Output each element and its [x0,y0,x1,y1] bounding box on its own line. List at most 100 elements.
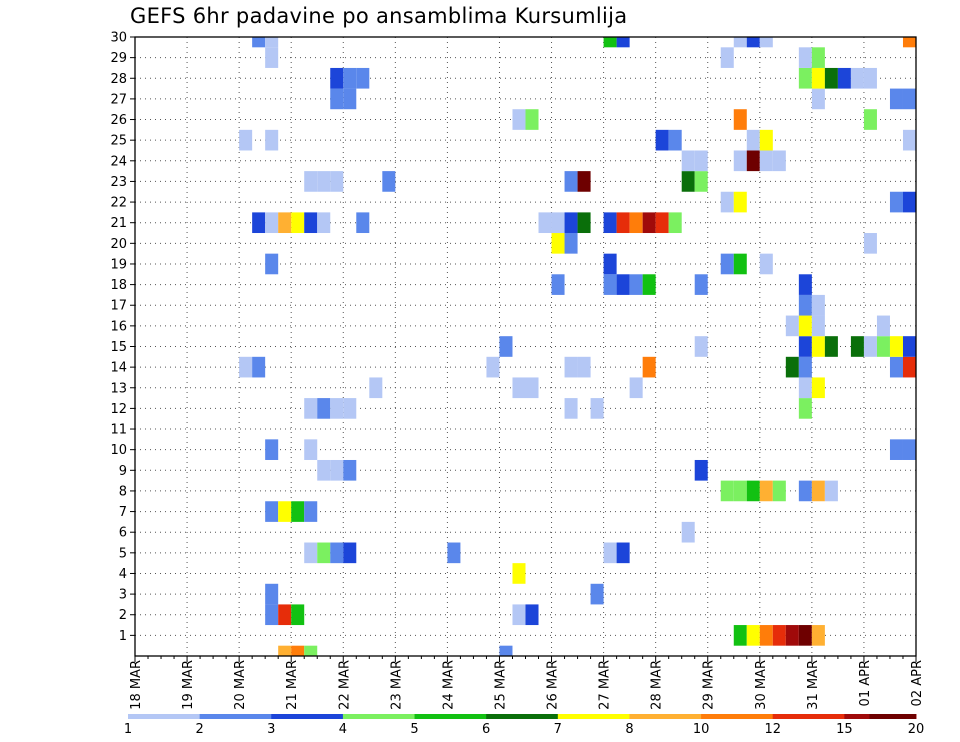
y-tick-label: 2 [119,608,127,623]
heatmap-cell [902,88,916,110]
y-tick-label: 25 [110,134,127,149]
y-tick-label: 23 [110,175,127,190]
heatmap-cell [902,191,916,213]
heatmap-cell [811,88,825,110]
heatmap-cell [811,294,825,316]
heatmap-cell [642,356,656,378]
heatmap-cell [902,439,916,460]
heatmap-cell [642,212,656,234]
heatmap-cell [746,129,760,151]
heatmap-cell [512,604,526,626]
heatmap-cell [564,212,578,234]
heatmap-cell [590,398,604,419]
heatmap-cell [811,377,825,399]
heatmap-cell [239,129,253,151]
y-tick-label: 16 [110,319,127,334]
legend-swatch [271,714,344,719]
y-tick-label: 7 [119,505,127,520]
heatmap-cell [330,398,344,419]
legend-swatch [486,714,559,719]
y-tick-label: 10 [110,443,127,458]
heatmap-cell [759,150,773,172]
heatmap-cell [850,67,864,89]
y-tick-label: 20 [110,237,127,252]
heatmap-cell [330,88,344,110]
heatmap-cell [564,171,578,192]
heatmap-cell [278,645,292,656]
heatmap-cell [291,604,305,626]
heatmap-cell [798,398,812,419]
y-tick-label: 9 [119,464,127,479]
x-tick-label: 18 MAR [129,660,144,710]
heatmap-cell [278,212,292,234]
heatmap-cell [603,37,617,48]
heatmap-cell [525,604,539,626]
heatmap-cell [798,480,812,502]
heatmap-cell [772,480,786,502]
legend-label: 5 [410,722,418,737]
heatmap-cell [889,88,903,110]
heatmap-cell [759,253,773,275]
heatmap-cell [486,356,500,378]
heatmap-cell [642,274,656,295]
y-tick-label: 15 [110,340,127,355]
heatmap-cell [317,459,331,481]
heatmap-cell [785,315,799,337]
y-tick-label: 14 [110,361,127,376]
heatmap-cell [551,212,565,234]
legend-swatch [701,714,774,719]
legend-swatch [199,714,272,719]
heatmap-cell [304,212,318,234]
heatmap-cell [525,109,539,130]
heatmap-cell [304,171,318,192]
heatmap-cell [902,336,916,357]
legend-label: 3 [267,722,275,737]
heatmap-cell [616,37,630,48]
x-tick-label: 25 MAR [493,660,508,710]
heatmap-cell [239,356,253,378]
heatmap-cell [824,336,838,357]
heatmap-cell [720,47,734,68]
heatmap-cell [603,253,617,275]
heatmap-cell [265,212,279,234]
heatmap-cell [304,398,318,419]
heatmap-cell [343,67,357,89]
y-tick-label: 1 [119,629,127,644]
y-tick-label: 8 [119,484,127,499]
heatmap-cell [252,37,266,48]
legend-label: 6 [482,722,490,737]
heatmap-cell [512,563,526,584]
heatmap-cell [343,459,357,481]
heatmap-cell [837,67,851,89]
heatmap-cell [577,171,591,192]
y-tick-label: 3 [119,588,127,603]
heatmap-cell [772,150,786,172]
x-axis: 18 MAR 19 MAR 20 MAR 21 MAR 22 MAR 23 MAR 24 M… [129,656,925,710]
legend-label: 1 [124,722,132,737]
heatmap-cell [668,212,682,234]
heatmap-cell [902,37,916,48]
heatmap-cell [668,129,682,151]
heatmap-cell [798,356,812,378]
heatmap-cell [902,129,916,151]
heatmap-cell [551,233,565,254]
heatmap-cell [343,542,357,564]
heatmap-cell [629,212,643,234]
y-tick-label: 11 [110,423,127,438]
heatmap-cell [304,439,318,460]
heatmap-cell [681,521,695,543]
x-tick-label: 19 MAR [181,660,196,710]
heatmap-cell [798,625,812,646]
heatmap-cell [564,233,578,254]
heatmap-cell [330,542,344,564]
heatmap-cell [304,542,318,564]
y-tick-label: 28 [110,72,127,87]
y-tick-label: 27 [110,92,127,107]
legend-swatch [629,714,702,719]
y-tick-label: 18 [110,278,127,293]
heatmap-cell [863,109,877,130]
legend-swatch [772,714,845,719]
heatmap-cell [603,274,617,295]
legend-swatch [869,714,916,719]
y-tick-label: 30 [110,31,127,46]
